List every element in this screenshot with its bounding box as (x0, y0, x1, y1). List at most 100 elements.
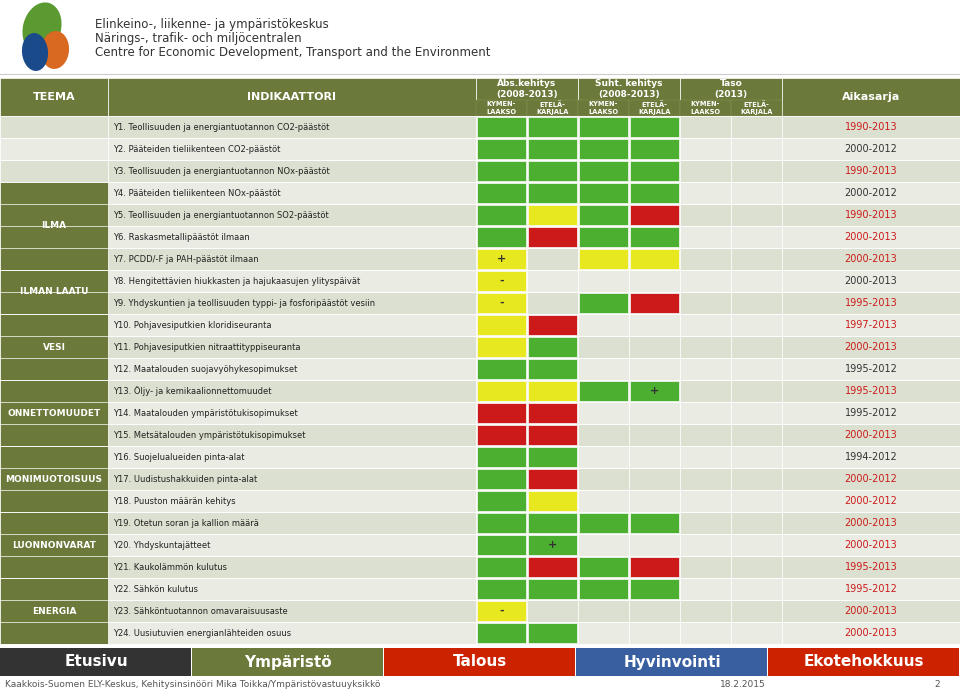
Bar (192, 648, 383, 676)
Bar (476, 600, 527, 622)
Text: ILMAN LAATU: ILMAN LAATU (20, 288, 88, 297)
Bar (680, 490, 731, 512)
Bar (578, 512, 629, 534)
Bar (527, 314, 578, 336)
Bar (578, 314, 629, 336)
Text: Aikasarja: Aikasarja (842, 92, 900, 102)
Bar (476, 78, 578, 100)
Text: 2: 2 (934, 680, 940, 689)
Bar (782, 182, 960, 204)
Bar (108, 116, 476, 138)
Text: Y7. PCDD/-F ja PAH-päästöt ilmaan: Y7. PCDD/-F ja PAH-päästöt ilmaan (113, 254, 258, 263)
Ellipse shape (22, 2, 61, 54)
Bar (477, 337, 526, 357)
Bar (476, 490, 527, 512)
Bar (630, 513, 679, 533)
Bar (528, 535, 577, 555)
Bar (579, 293, 628, 313)
Bar (782, 314, 960, 336)
Bar (528, 117, 577, 137)
Bar (629, 468, 680, 490)
Text: Talous: Talous (453, 655, 507, 669)
Bar (0, 578, 108, 644)
Text: Y14. Maatalouden ympäristötukisopimukset: Y14. Maatalouden ympäristötukisopimukset (113, 409, 298, 418)
Bar (476, 534, 527, 556)
Bar (630, 579, 679, 599)
Bar (579, 579, 628, 599)
Bar (0, 182, 108, 270)
Text: Y9. Yhdyskuntien ja teollisuuden typpi- ja fosforipäästöt vesiin: Y9. Yhdyskuntien ja teollisuuden typpi- … (113, 298, 375, 307)
Bar (476, 622, 527, 644)
Bar (731, 556, 782, 578)
Bar (629, 248, 680, 270)
Bar (731, 292, 782, 314)
Bar (528, 315, 577, 335)
Bar (108, 160, 476, 182)
Bar (108, 468, 476, 490)
Bar (476, 512, 527, 534)
Bar (731, 204, 782, 226)
Bar (0, 446, 108, 512)
Bar (579, 227, 628, 247)
Text: 2000-2013: 2000-2013 (845, 606, 898, 616)
Text: 1990-2013: 1990-2013 (845, 210, 898, 220)
Bar (731, 226, 782, 248)
Bar (527, 446, 578, 468)
Bar (108, 314, 476, 336)
Bar (528, 623, 577, 643)
Bar (0, 512, 108, 578)
Text: KYMEN-
LAAKSO: KYMEN- LAAKSO (690, 101, 721, 115)
Bar (782, 424, 960, 446)
Bar (527, 336, 578, 358)
Bar (782, 534, 960, 556)
Bar (782, 138, 960, 160)
Bar (527, 490, 578, 512)
Bar (629, 226, 680, 248)
Text: Y15. Metsätalouden ympäristötukisopimukset: Y15. Metsätalouden ympäristötukisopimuks… (113, 430, 305, 439)
Bar (630, 183, 679, 203)
Bar (731, 182, 782, 204)
Bar (782, 270, 960, 292)
Bar (528, 205, 577, 225)
Bar (108, 248, 476, 270)
Text: ETELÄ-
KARJALA: ETELÄ- KARJALA (740, 101, 773, 115)
Text: Hyvinvointi: Hyvinvointi (623, 655, 721, 669)
Bar (477, 139, 526, 159)
Bar (782, 446, 960, 468)
Bar (477, 425, 526, 445)
Bar (0, 648, 191, 676)
Bar (731, 512, 782, 534)
Bar (782, 160, 960, 182)
Bar (731, 578, 782, 600)
Bar (528, 557, 577, 577)
Text: 2000-2012: 2000-2012 (845, 496, 898, 506)
Bar (680, 380, 731, 402)
Text: Etusivu: Etusivu (64, 655, 128, 669)
Bar (782, 226, 960, 248)
Text: 2000-2013: 2000-2013 (845, 232, 898, 242)
Bar (630, 293, 679, 313)
Text: Y4. Pääteiden tieliikenteen NOx-päästöt: Y4. Pääteiden tieliikenteen NOx-päästöt (113, 188, 280, 197)
Bar (680, 248, 731, 270)
Text: 2000-2013: 2000-2013 (845, 540, 898, 550)
Text: -: - (499, 606, 504, 616)
Bar (680, 622, 731, 644)
Bar (579, 161, 628, 181)
Bar (527, 358, 578, 380)
Text: Y11. Pohjavesiputkien nitraattityppiseuranta: Y11. Pohjavesiputkien nitraattityppiseur… (113, 343, 300, 352)
Bar (476, 292, 527, 314)
Ellipse shape (41, 31, 69, 69)
Bar (477, 579, 526, 599)
Bar (527, 402, 578, 424)
Bar (108, 578, 476, 600)
Bar (579, 205, 628, 225)
Bar (680, 512, 731, 534)
Text: INDIKAATTORI: INDIKAATTORI (248, 92, 337, 102)
Bar (476, 204, 527, 226)
Bar (476, 138, 527, 160)
Bar (578, 292, 629, 314)
Text: 18.2.2015: 18.2.2015 (720, 680, 766, 689)
Bar (782, 402, 960, 424)
Bar (108, 182, 476, 204)
Bar (476, 380, 527, 402)
